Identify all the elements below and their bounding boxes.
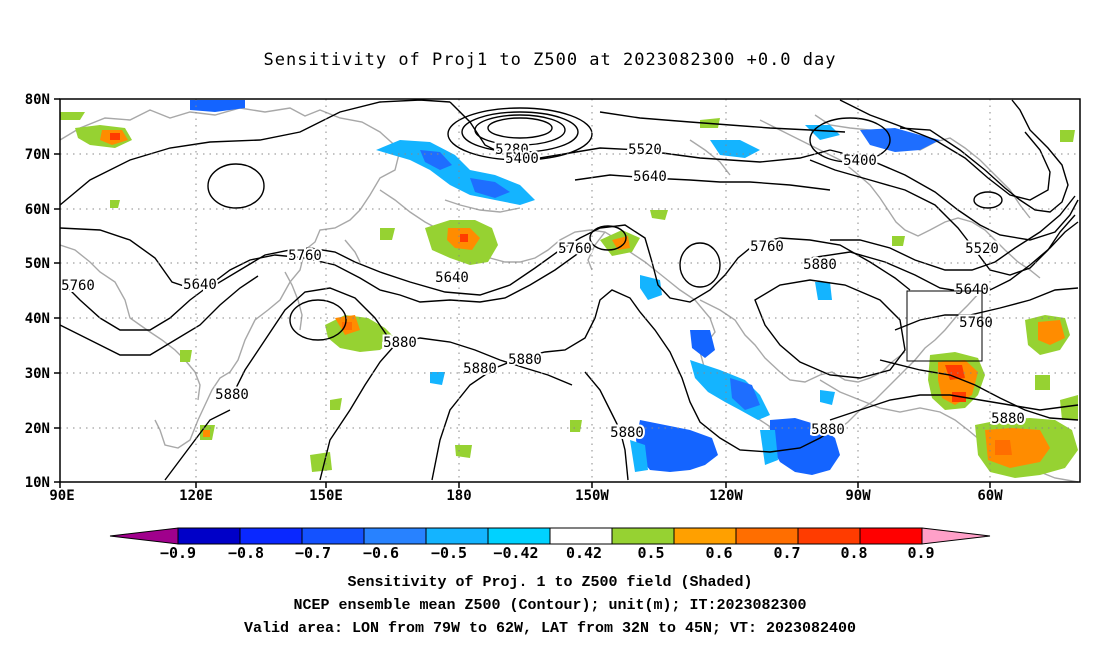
colorbar-cell xyxy=(239,527,303,545)
colorbar-label: −0.8 xyxy=(228,544,264,562)
contour-label: 5880 xyxy=(463,361,497,377)
graticule xyxy=(60,99,1080,482)
colorbar-cell xyxy=(735,527,799,545)
colorbar-cell xyxy=(921,527,991,545)
colorbar-label: −0.5 xyxy=(431,544,467,562)
colorbar-label: −0.7 xyxy=(295,544,331,562)
colorbar-label: −0.9 xyxy=(160,544,196,562)
lon-label: 120E xyxy=(179,488,213,504)
lon-label: 60W xyxy=(977,488,1003,504)
valid-area-box xyxy=(906,290,983,362)
contour-label: 5760 xyxy=(558,241,592,257)
lon-label: 90E xyxy=(49,488,74,504)
lat-label: 20N xyxy=(25,421,50,437)
colorbar-label: 0.8 xyxy=(840,544,867,562)
lat-label: 50N xyxy=(25,256,50,272)
lon-label: 120W xyxy=(709,488,743,504)
lat-label: 80N xyxy=(25,92,50,108)
lon-label: 90W xyxy=(845,488,871,504)
lon-label: 150E xyxy=(309,488,343,504)
lat-label: 30N xyxy=(25,366,50,382)
lat-label: 70N xyxy=(25,147,50,163)
contour-label: 5880 xyxy=(991,411,1025,427)
contour-label: 5520 xyxy=(628,142,662,158)
contour-label: 5400 xyxy=(505,151,539,167)
contour-label: 5640 xyxy=(633,169,667,185)
contour-label: 5880 xyxy=(811,422,845,438)
sensitivity-shading xyxy=(60,100,1078,478)
colorbar-label: 0.6 xyxy=(705,544,732,562)
contour-label: 5760 xyxy=(61,278,95,294)
colorbar-cell xyxy=(549,527,613,545)
lat-label: 10N xyxy=(25,475,50,491)
contour-label: 5880 xyxy=(508,352,542,368)
colorbar-cell xyxy=(177,527,241,545)
colorbar-label: 0.9 xyxy=(907,544,934,562)
colorbar-labels: −0.9 −0.8 −0.7 −0.6 −0.5 −0.42 0.42 0.5 … xyxy=(160,544,935,562)
colorbar-cell xyxy=(487,527,551,545)
map-frame xyxy=(59,98,1081,483)
footer-line-3: Valid area: LON from 79W to 62W, LAT fro… xyxy=(243,620,857,637)
colorbar-label: 0.5 xyxy=(637,544,664,562)
colorbar-cell xyxy=(797,527,861,545)
colorbar-label: −0.6 xyxy=(363,544,399,562)
lon-label: 150W xyxy=(575,488,609,504)
contour-label: 5760 xyxy=(959,315,993,331)
colorbar-label: 0.7 xyxy=(773,544,800,562)
contour-label: 5640 xyxy=(435,270,469,286)
lat-label: 40N xyxy=(25,311,50,327)
colorbar-cell xyxy=(859,527,923,545)
contour-label: 5280 xyxy=(495,142,529,158)
contour-label: 5760 xyxy=(750,239,784,255)
contour-label: 5520 xyxy=(965,241,999,257)
colorbar xyxy=(109,527,991,545)
contour-label: 5400 xyxy=(843,153,877,169)
lon-label: 180 xyxy=(446,488,471,504)
colorbar-label: −0.42 xyxy=(493,544,538,562)
lon-labels: 90E 120E 150E 180 150W 120W 90W 60W xyxy=(49,488,1003,504)
colorbar-cell xyxy=(425,527,489,545)
colorbar-cell xyxy=(611,527,675,545)
contour-label: 5880 xyxy=(215,387,249,403)
contour-labels: 5280 5400 5520 5640 5400 5760 5640 5640 … xyxy=(59,140,1027,443)
footer-line-1: Sensitivity of Proj. 1 to Z500 field (Sh… xyxy=(347,574,753,591)
contour-label: 5880 xyxy=(610,425,644,441)
colorbar-cell xyxy=(363,527,427,545)
axis-ticks xyxy=(54,98,991,488)
colorbar-cell xyxy=(109,527,179,545)
contour-label: 5640 xyxy=(955,282,989,298)
figure-title: Sensitivity of Proj1 to Z500 at 20230823… xyxy=(263,50,837,70)
lat-label: 60N xyxy=(25,202,50,218)
colorbar-cell xyxy=(673,527,737,545)
contour-label: 5880 xyxy=(383,335,417,351)
lat-labels: 80N 70N 60N 50N 40N 30N 20N 10N xyxy=(25,92,50,491)
colorbar-label: 0.42 xyxy=(566,544,602,562)
z500-contours xyxy=(59,99,1079,481)
contour-label: 5760 xyxy=(288,248,322,264)
footer-line-2: NCEP ensemble mean Z500 (Contour); unit(… xyxy=(293,597,807,614)
contour-label: 5640 xyxy=(183,277,217,293)
contour-label: 5880 xyxy=(803,257,837,273)
colorbar-cell xyxy=(301,527,365,545)
